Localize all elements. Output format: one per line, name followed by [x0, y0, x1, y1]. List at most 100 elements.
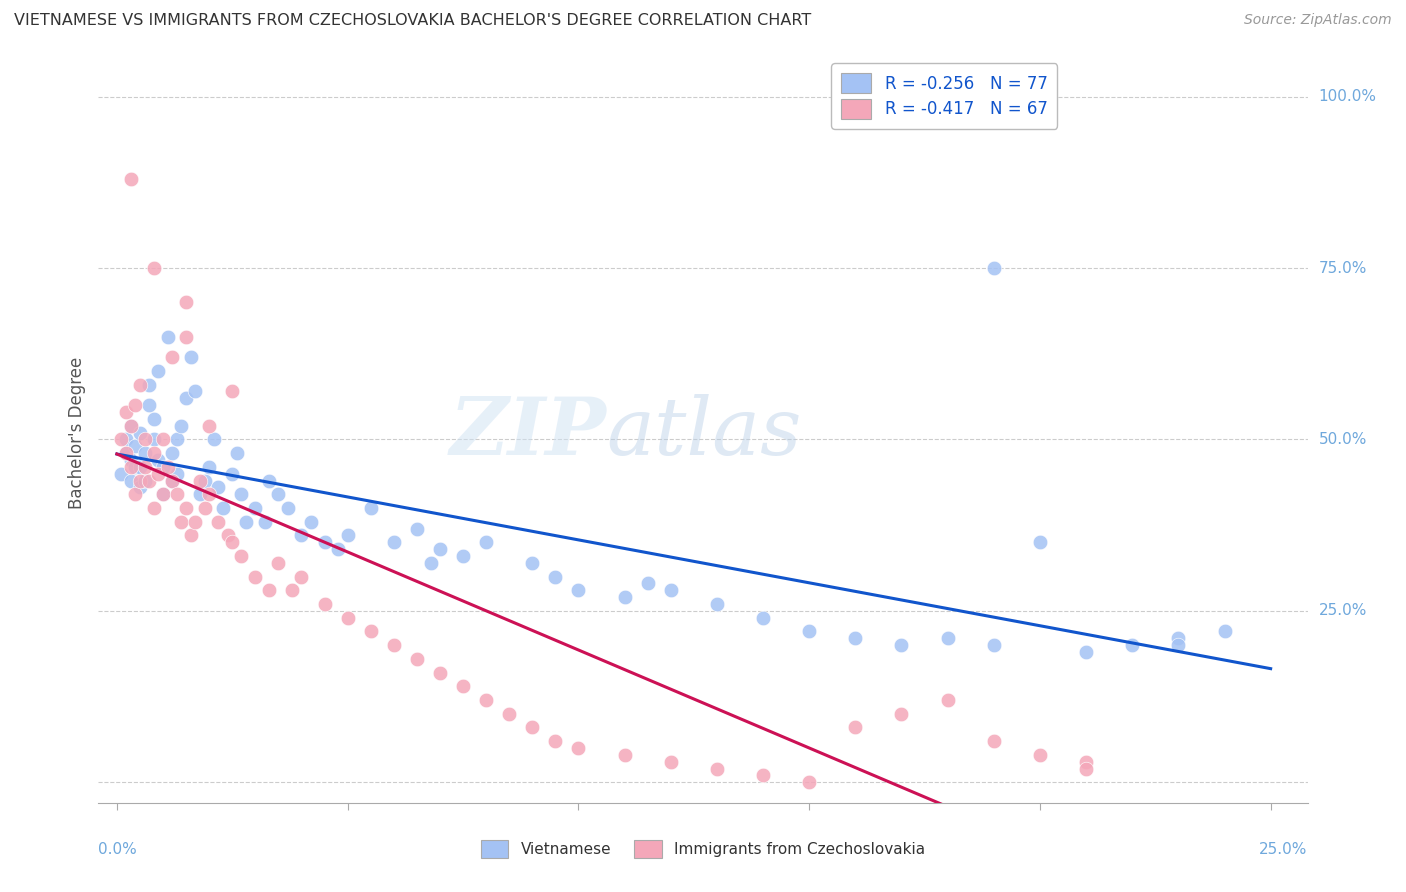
- Point: [231, 549, 253, 563]
- Text: VIETNAMESE VS IMMIGRANTS FROM CZECHOSLOVAKIA BACHELOR'S DEGREE CORRELATION CHART: VIETNAMESE VS IMMIGRANTS FROM CZECHOSLOV…: [14, 13, 811, 29]
- Point: [844, 720, 866, 734]
- Point: [451, 679, 474, 693]
- Point: [217, 528, 239, 542]
- Point: [983, 638, 1005, 652]
- Text: 25.0%: 25.0%: [1260, 842, 1308, 856]
- Point: [156, 329, 179, 343]
- Point: [162, 350, 184, 364]
- Point: [120, 418, 142, 433]
- Point: [1121, 638, 1143, 652]
- Point: [429, 665, 451, 680]
- Point: [567, 741, 589, 756]
- Point: [328, 542, 350, 557]
- Point: [184, 515, 207, 529]
- Point: [1074, 755, 1097, 769]
- Point: [129, 474, 152, 488]
- Point: [290, 569, 312, 583]
- Point: [336, 611, 359, 625]
- Point: [299, 515, 322, 529]
- Text: 25.0%: 25.0%: [1319, 603, 1367, 618]
- Point: [221, 384, 243, 399]
- Point: [120, 459, 142, 474]
- Point: [231, 487, 253, 501]
- Point: [174, 295, 197, 310]
- Point: [129, 480, 152, 494]
- Point: [1167, 638, 1189, 652]
- Point: [120, 418, 142, 433]
- Point: [890, 706, 912, 721]
- Point: [1029, 535, 1052, 549]
- Point: [142, 433, 165, 447]
- Point: [129, 425, 152, 440]
- Point: [281, 583, 304, 598]
- Point: [253, 515, 276, 529]
- Point: [1074, 762, 1097, 776]
- Point: [567, 583, 589, 598]
- Point: [221, 535, 243, 549]
- Point: [188, 487, 211, 501]
- Point: [752, 768, 775, 782]
- Text: atlas: atlas: [606, 394, 801, 471]
- Point: [544, 734, 567, 748]
- Point: [257, 474, 280, 488]
- Point: [1074, 645, 1097, 659]
- Point: [360, 624, 382, 639]
- Point: [198, 487, 221, 501]
- Point: [936, 632, 959, 646]
- Point: [451, 549, 474, 563]
- Point: [314, 535, 336, 549]
- Point: [134, 459, 156, 474]
- Y-axis label: Bachelor's Degree: Bachelor's Degree: [67, 357, 86, 508]
- Point: [152, 487, 174, 501]
- Text: 100.0%: 100.0%: [1319, 89, 1376, 104]
- Point: [706, 597, 728, 611]
- Point: [336, 528, 359, 542]
- Point: [522, 556, 544, 570]
- Point: [142, 412, 165, 426]
- Point: [235, 515, 257, 529]
- Point: [134, 433, 156, 447]
- Point: [1029, 747, 1052, 762]
- Point: [184, 384, 207, 399]
- Point: [245, 501, 267, 516]
- Point: [429, 542, 451, 557]
- Point: [544, 569, 567, 583]
- Point: [613, 747, 636, 762]
- Point: [170, 418, 193, 433]
- Point: [360, 501, 382, 516]
- Point: [110, 433, 132, 447]
- Point: [115, 446, 138, 460]
- Point: [659, 583, 682, 598]
- Point: [983, 261, 1005, 276]
- Text: ZIP: ZIP: [450, 394, 606, 471]
- Text: 50.0%: 50.0%: [1319, 432, 1367, 447]
- Point: [475, 693, 498, 707]
- Point: [844, 632, 866, 646]
- Point: [405, 652, 427, 666]
- Point: [170, 515, 193, 529]
- Point: [166, 467, 188, 481]
- Point: [498, 706, 520, 721]
- Point: [936, 693, 959, 707]
- Point: [198, 459, 221, 474]
- Point: [142, 261, 165, 276]
- Point: [174, 392, 197, 406]
- Point: [124, 439, 146, 453]
- Point: [142, 446, 165, 460]
- Point: [120, 453, 142, 467]
- Text: Source: ZipAtlas.com: Source: ZipAtlas.com: [1244, 13, 1392, 28]
- Point: [110, 467, 132, 481]
- Point: [267, 487, 290, 501]
- Point: [983, 734, 1005, 748]
- Point: [193, 474, 215, 488]
- Point: [166, 433, 188, 447]
- Point: [129, 377, 152, 392]
- Point: [419, 556, 441, 570]
- Point: [129, 459, 152, 474]
- Point: [134, 446, 156, 460]
- Point: [198, 418, 221, 433]
- Point: [180, 528, 202, 542]
- Text: 0.0%: 0.0%: [98, 842, 138, 856]
- Point: [659, 755, 682, 769]
- Point: [522, 720, 544, 734]
